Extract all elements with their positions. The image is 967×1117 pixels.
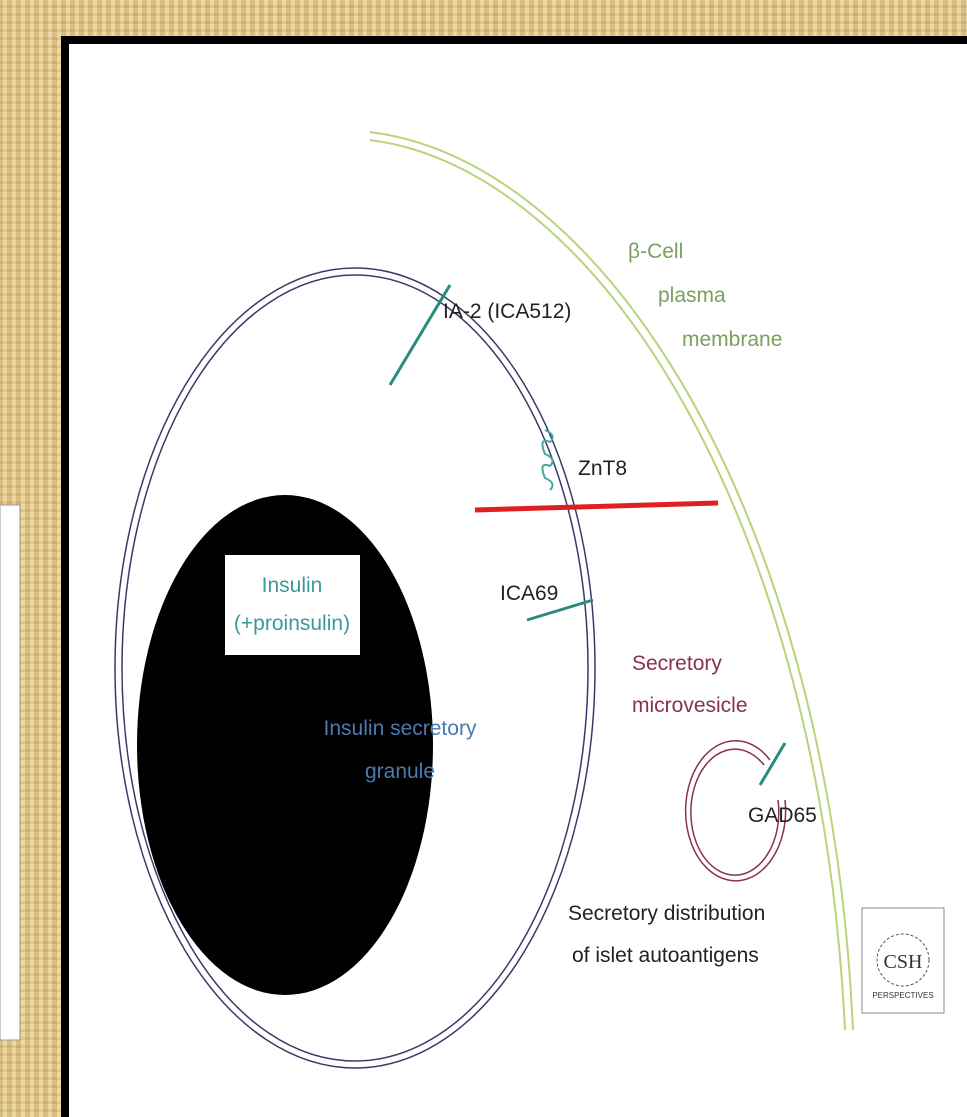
label: granule: [365, 760, 435, 783]
caption: Secretory distribution: [568, 902, 765, 925]
label: Insulin: [262, 574, 323, 597]
label: ICA69: [500, 582, 558, 605]
label: IA-2 (ICA512): [443, 300, 571, 323]
label: Secretory: [632, 652, 722, 675]
page: β-Cell plasma membrane IA-2 (ICA512) ZnT…: [0, 0, 967, 1117]
label: plasma: [658, 284, 726, 307]
side-panel: [0, 505, 20, 1040]
label: β-Cell: [628, 240, 683, 263]
label: membrane: [682, 328, 782, 351]
label: GAD65: [748, 804, 817, 827]
diagram: β-Cell plasma membrane IA-2 (ICA512) ZnT…: [0, 0, 967, 1117]
label: microvesicle: [632, 694, 748, 717]
label: Insulin secretory: [324, 717, 477, 740]
caption: of islet autoantigens: [572, 944, 759, 967]
insulin-box: [225, 555, 360, 655]
label: ZnT8: [578, 457, 627, 480]
logo-text: CSH: [884, 951, 923, 973]
logo-text: PERSPECTIVES: [872, 991, 933, 1000]
label: (+proinsulin): [234, 612, 350, 635]
